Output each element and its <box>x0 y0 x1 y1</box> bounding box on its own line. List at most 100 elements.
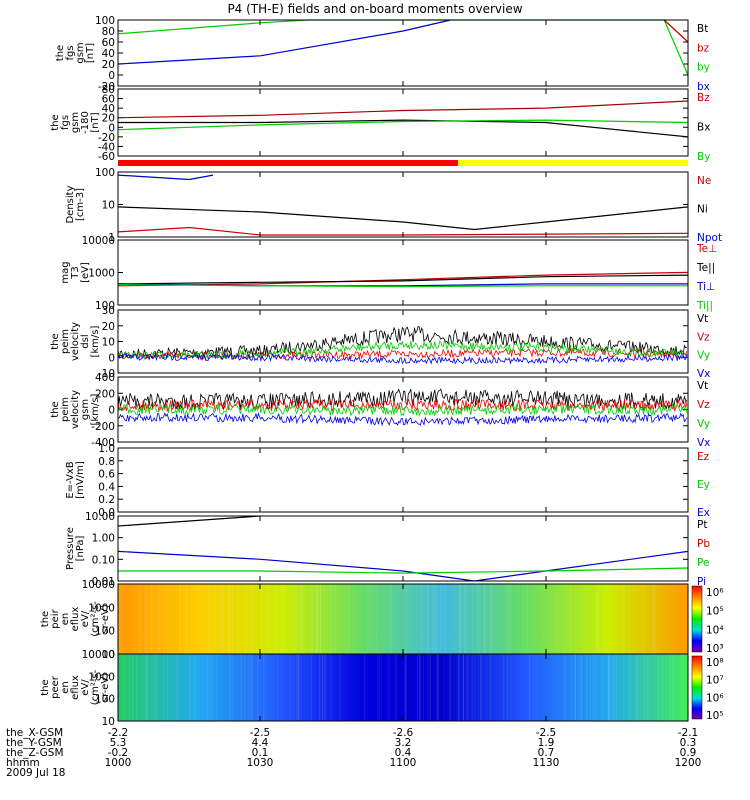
spectrogram-streak <box>316 584 318 654</box>
spectrogram-streak <box>608 654 609 721</box>
panel-p7: 1.00.80.60.40.20.0 E=-VxB [mV/m] Ez Ey Ex <box>65 443 710 519</box>
ytick-label: 10 <box>102 200 115 212</box>
spectrogram-streak <box>491 584 493 654</box>
ylabel-line: eV/ <box>80 679 91 696</box>
spectrogram-streak <box>609 654 611 721</box>
ytick-label: 400 <box>95 372 115 384</box>
ytick-label: 0.8 <box>98 456 115 468</box>
spectrogram-streak <box>157 654 159 721</box>
spectrogram-streak <box>578 584 579 654</box>
spectrogram-streak <box>358 654 359 721</box>
spectrogram-streak <box>422 584 424 654</box>
spectrogram-streak <box>367 584 368 654</box>
spectrogram-streak <box>128 654 130 721</box>
spectrogram-streak <box>120 584 122 654</box>
spectrogram-streak <box>453 584 454 654</box>
spectrogram-streak <box>284 584 286 654</box>
series-Vy <box>117 340 687 360</box>
spectrogram-streak <box>462 654 464 721</box>
spectrogram-streak <box>329 584 330 654</box>
axis-value: 1030 <box>247 757 274 769</box>
ylabel-line: peim <box>60 397 71 422</box>
spectrogram-streak <box>474 654 475 721</box>
spectrogram-streak <box>593 654 595 721</box>
colorbar-label: 10⁶ <box>706 587 724 599</box>
spectrogram-streak <box>417 654 419 721</box>
spectrogram-streak <box>356 654 357 721</box>
ytick-label: 0 <box>108 405 115 417</box>
ytick-label: 0 <box>108 122 115 134</box>
spectrogram-streak <box>421 584 423 654</box>
legend-By: By <box>697 151 710 163</box>
spectrogram-streak <box>436 654 438 721</box>
series-Ni <box>117 206 689 231</box>
spectrogram-streak <box>584 584 585 654</box>
ylabel-line: eflux <box>70 675 81 700</box>
spectrogram-streak <box>419 654 421 721</box>
spectrogram-streak <box>132 584 133 654</box>
spectrogram-streak <box>281 584 283 654</box>
spectrogram-streak <box>437 654 439 721</box>
spectrogram-streak <box>184 584 186 654</box>
spectrogram-streak <box>662 654 663 721</box>
spectrogram-streak <box>578 654 580 721</box>
spectrogram-streak <box>179 584 181 654</box>
spectrogram-streak <box>623 584 625 654</box>
spectrogram-streak <box>296 654 298 721</box>
axis-value: 1000 <box>105 757 132 769</box>
ylabel-line: sr-eV) <box>100 604 111 633</box>
spectrogram-streak <box>213 654 215 721</box>
spectrogram-streak <box>436 584 438 654</box>
ytick-label: 10 <box>102 337 115 349</box>
spectrogram-streak <box>583 584 585 654</box>
spectrogram-streak <box>132 654 134 721</box>
spectrogram-streak <box>145 654 147 721</box>
ylabel-line: T3 <box>70 266 81 279</box>
series-Vy <box>117 403 688 418</box>
spectrogram-streak <box>324 654 326 721</box>
spectrogram-streak <box>257 584 258 654</box>
spectrogram-streak <box>118 584 120 654</box>
ytick-label: 80 <box>102 84 115 96</box>
spectrogram-streak <box>389 654 391 721</box>
spectrogram-streak <box>404 654 406 721</box>
spectrogram-streak <box>466 584 467 654</box>
colorbar-0 <box>691 585 703 653</box>
axis-row-label: the_Z-GSM <box>6 747 64 759</box>
legend-Ey: Ey <box>697 479 710 491</box>
spectrogram-streak <box>466 654 468 721</box>
legend-Vt: Vt <box>697 380 708 392</box>
spectrogram-streak <box>535 654 537 721</box>
ytick-label: 100 <box>95 15 115 27</box>
spectrogram-streak <box>608 654 610 721</box>
ytick-label: 100 <box>95 694 115 706</box>
spectrogram-streak <box>172 584 173 654</box>
spectrogram-streak <box>623 654 625 721</box>
spectrogram-streak <box>397 654 398 721</box>
spectrogram-streak <box>503 654 505 721</box>
spectrogram-streak <box>345 584 347 654</box>
spectrogram-streak <box>686 584 688 654</box>
series-Vz <box>117 397 688 413</box>
ylabel-line: [nPa] <box>75 535 86 561</box>
axis-value: -2.1 <box>678 727 699 739</box>
spectrogram-streak <box>458 654 460 721</box>
spectrogram-streak <box>597 584 599 654</box>
spectrogram-0 <box>118 584 688 654</box>
spectrogram-streak <box>647 654 649 721</box>
ylabel-line: [eV] <box>80 262 91 283</box>
series-Pe <box>118 567 689 574</box>
spectrogram-streak <box>386 654 387 721</box>
spectrogram-streak <box>629 654 630 721</box>
ylabel-line: eV/ <box>80 610 91 627</box>
spectrogram-streak <box>381 654 382 721</box>
spectrogram-streak <box>405 654 407 721</box>
spectrogram-streak <box>471 654 473 721</box>
legend-Bx: Bx <box>697 122 710 134</box>
spectrogram-streak <box>266 584 268 654</box>
spectrogram-streak <box>537 584 538 654</box>
ytick-label: 1000 <box>88 268 115 280</box>
spectrogram-streak <box>263 654 265 721</box>
axis-value: -0.2 <box>108 747 129 759</box>
ylabel-line: Pressure <box>65 527 76 570</box>
